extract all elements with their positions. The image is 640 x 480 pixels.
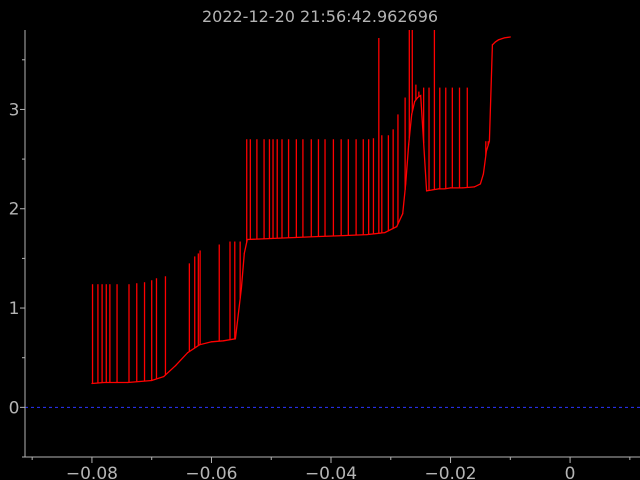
series-point — [210, 341, 213, 343]
x-tick-label: −0.04 — [305, 464, 357, 480]
series-point — [503, 37, 505, 39]
series-point — [414, 100, 416, 103]
series-point — [222, 340, 225, 342]
series-point — [198, 344, 201, 346]
series-point — [396, 226, 398, 228]
series-point — [411, 113, 413, 116]
series-point — [420, 94, 422, 97]
series-point — [234, 338, 236, 340]
x-tick-label: 0 — [565, 464, 576, 480]
series-point — [426, 190, 428, 192]
series-point — [497, 39, 499, 41]
x-tick-label: −0.02 — [424, 464, 476, 480]
series-point — [91, 382, 93, 385]
series-point — [115, 381, 117, 384]
series-point — [405, 183, 407, 185]
series-point — [366, 233, 368, 236]
series-point — [509, 36, 511, 38]
series-point — [103, 381, 105, 384]
y-tick-label: 3 — [9, 100, 20, 120]
series-point — [246, 238, 248, 241]
y-tick-label: 1 — [9, 299, 20, 319]
series-point — [402, 213, 404, 215]
series-point — [270, 237, 272, 240]
series-point — [473, 186, 476, 188]
series-point — [417, 96, 419, 99]
series-point — [186, 352, 189, 354]
x-tick-label: −0.08 — [66, 464, 118, 480]
series-point — [384, 231, 386, 234]
series-point — [494, 41, 496, 43]
axes-layer: −0.08 −0.06 −0.04 −0.02 0 0 1 2 3 — [9, 30, 640, 480]
series-point — [488, 140, 490, 142]
series-point — [449, 187, 452, 189]
series-point — [243, 252, 245, 255]
series-point — [163, 375, 165, 378]
series-point — [461, 187, 464, 189]
series-point — [342, 234, 344, 237]
series-point — [151, 379, 153, 382]
series-point — [485, 150, 487, 152]
series-point — [437, 188, 440, 190]
series-point — [432, 189, 434, 191]
series-point — [240, 287, 242, 289]
series-point — [443, 188, 446, 190]
series-point — [479, 183, 482, 185]
y-tick-label: 0 — [9, 398, 20, 418]
series-point — [175, 365, 177, 367]
series-point — [318, 235, 320, 238]
x-tick-label: −0.06 — [185, 464, 237, 480]
series-point — [139, 380, 141, 383]
chart-title: 2022-12-20 21:56:42.962696 — [201, 7, 439, 26]
series-point — [491, 44, 493, 46]
series-point — [482, 173, 485, 175]
series-point — [408, 143, 410, 145]
series-point — [127, 381, 129, 384]
series-line — [91, 36, 511, 385]
series-point — [294, 236, 296, 239]
y-tick-label: 2 — [9, 200, 20, 220]
series-layer — [25, 30, 640, 408]
